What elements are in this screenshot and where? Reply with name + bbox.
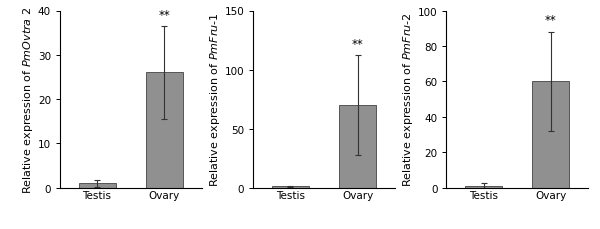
Text: **: ** xyxy=(158,9,170,22)
Bar xyxy=(146,73,183,188)
Y-axis label: Relative expression of $\it{PmFru}$-1: Relative expression of $\it{PmFru}$-1 xyxy=(208,13,221,187)
Bar xyxy=(272,187,309,188)
Bar xyxy=(465,186,502,188)
Y-axis label: Relative expression of $\it{PmOvtra}$ 2: Relative expression of $\it{PmOvtra}$ 2 xyxy=(21,6,35,193)
Text: **: ** xyxy=(545,14,557,27)
Bar xyxy=(339,106,376,188)
Text: **: ** xyxy=(352,38,364,51)
Bar xyxy=(532,82,569,188)
Bar xyxy=(79,183,116,188)
Y-axis label: Relative expression of $\it{PmFru}$-2: Relative expression of $\it{PmFru}$-2 xyxy=(401,13,415,187)
